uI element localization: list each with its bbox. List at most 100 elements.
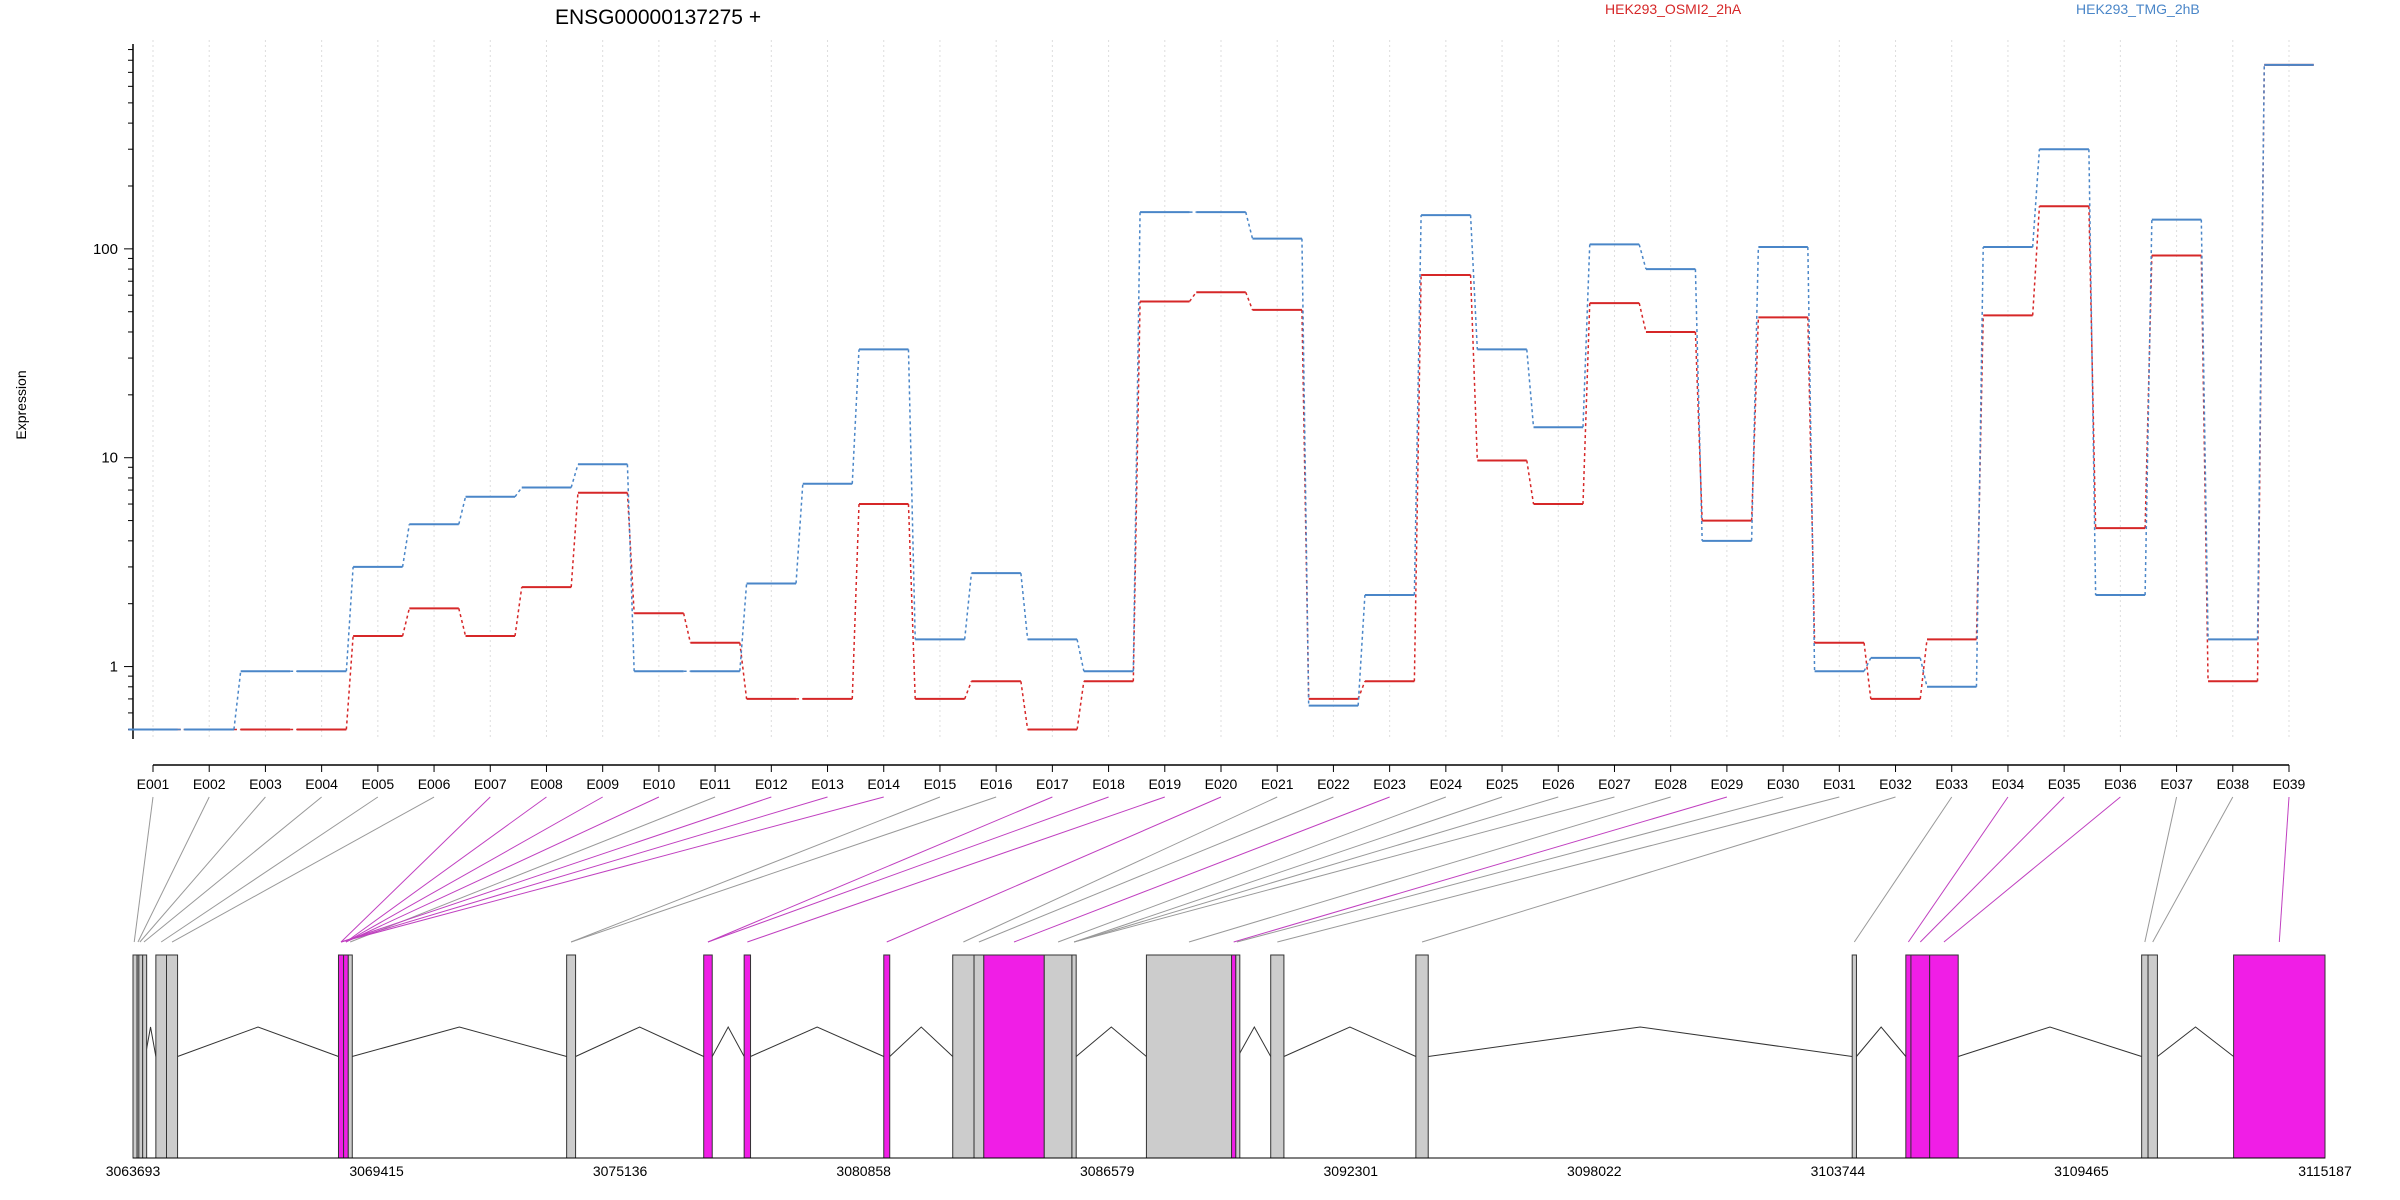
exon-connector-E030 [1236,796,1784,943]
series-connector [1188,291,1197,302]
exon-block-E020 [1231,954,1237,1159]
series-connector [682,613,692,643]
exon-connector-E028 [1188,796,1671,943]
exon-connector-E017 [707,796,1053,943]
series-connector [1413,274,1422,682]
exon-connector-E037 [2144,796,2178,943]
series-connector [1526,349,1535,428]
x-tick-label-E010: E010 [643,776,676,792]
intron-line [1958,1026,2142,1057]
exon-block-E021 [1235,954,1241,1159]
x-tick-label-E025: E025 [1486,776,1519,792]
exon-connector-E020 [886,796,1222,943]
exon-block-E017 [1043,954,1073,1159]
intron-line [1428,1026,1853,1057]
series-connector [1020,573,1029,640]
series-connector [1750,317,1760,521]
exon-block-E018 [1071,954,1077,1159]
genomic-tick-label: 3109465 [2054,1163,2109,1179]
exon-connector-E018 [707,796,1109,943]
series-connector [1245,211,1254,239]
series-connector [1638,302,1647,333]
exon-connector-E026 [1073,796,1559,943]
exon-connector-E003 [139,796,266,943]
series-connector [907,349,916,640]
series-connector [1863,657,1872,672]
series-HEK293_TMG_2hB [128,63,2314,731]
y-tick-label: 1 [110,659,118,676]
series-connector [1132,212,1141,672]
exon-connector-E034 [1907,796,2009,943]
exon-connector-E011 [349,796,716,943]
exon-block-E006 [166,954,179,1159]
exon-connector-E038 [2152,796,2234,943]
exon-connector-E022 [978,796,1334,943]
intron-line [2157,1026,2234,1057]
grid-lines [152,40,2290,739]
series-connector [851,504,860,699]
series-connector [570,492,579,588]
series-connector [514,587,523,637]
x-tick-label-E009: E009 [586,776,619,792]
series-connector [1638,244,1647,270]
exon-connector-E006 [171,796,435,943]
x-tick-label-E030: E030 [1767,776,1800,792]
x-tick-label-E028: E028 [1654,776,1687,792]
series-connector [739,583,748,672]
series-connector [1020,681,1029,730]
exon-block-E027 [1929,954,1959,1159]
series-connector [2031,149,2041,248]
y-tick-label: 10 [101,450,118,467]
exon-block-E022 [1270,954,1285,1159]
series-connector [1132,301,1141,682]
x-tick-label-E005: E005 [361,776,394,792]
genomic-tick-label: 3069415 [349,1163,404,1179]
series-connector [458,608,467,637]
series-connector [345,635,354,730]
x-tick-label-E019: E019 [1148,776,1181,792]
x-tick-label-E004: E004 [305,776,338,792]
genomic-tick-label: 3103744 [1811,1163,1866,1179]
series-connector [1750,247,1760,541]
exon-block-E023 [1415,954,1429,1159]
x-tick-label-E002: E002 [193,776,226,792]
exon-connector-E005 [160,796,379,943]
intron-line [575,1026,704,1057]
exon-connector-E013 [340,796,828,943]
series-connector [1076,681,1085,730]
x-tick-label-E015: E015 [924,776,957,792]
genomic-tick-label: 3075136 [593,1163,648,1179]
intron-line [889,1026,954,1057]
exon-block-E007 [337,954,345,1159]
x-tick-label-E023: E023 [1373,776,1406,792]
x-tick-label-E036: E036 [2104,776,2137,792]
exon-connector-E024 [1057,796,1447,943]
x-tick-label-E035: E035 [2048,776,2081,792]
exon-connector-E032 [1421,796,1896,943]
x-tick-label-E026: E026 [1542,776,1575,792]
series-connector [1357,681,1366,700]
exon-connector-E004 [143,796,322,943]
series-connector [1694,331,1703,521]
exon-block-E013 [883,954,891,1159]
x-tick-label-E020: E020 [1205,776,1238,792]
exon-block-E015 [973,954,985,1159]
series-connector [1919,657,1928,687]
series-connector [1245,291,1254,311]
x-tick-label-E016: E016 [980,776,1013,792]
genomic-tick-label: 3080858 [836,1163,891,1179]
genomic-tick-label: 3115187 [2298,1163,2352,1179]
x-tick-label-E007: E007 [474,776,507,792]
exon-connector-E019 [747,796,1165,943]
x-tick-label-E022: E022 [1317,776,1350,792]
series-connector [1469,215,1479,350]
series-connector [2031,206,2041,316]
series-connector [1357,595,1366,706]
exon-connector-E029 [1233,796,1728,943]
series-connector [795,483,804,584]
intron-line [1283,1026,1417,1057]
x-tick-label-E039: E039 [2273,776,2306,792]
series-connector [1582,303,1591,505]
intron-line [711,1025,745,1057]
genomic-tick-label: 3092301 [1324,1163,1379,1179]
